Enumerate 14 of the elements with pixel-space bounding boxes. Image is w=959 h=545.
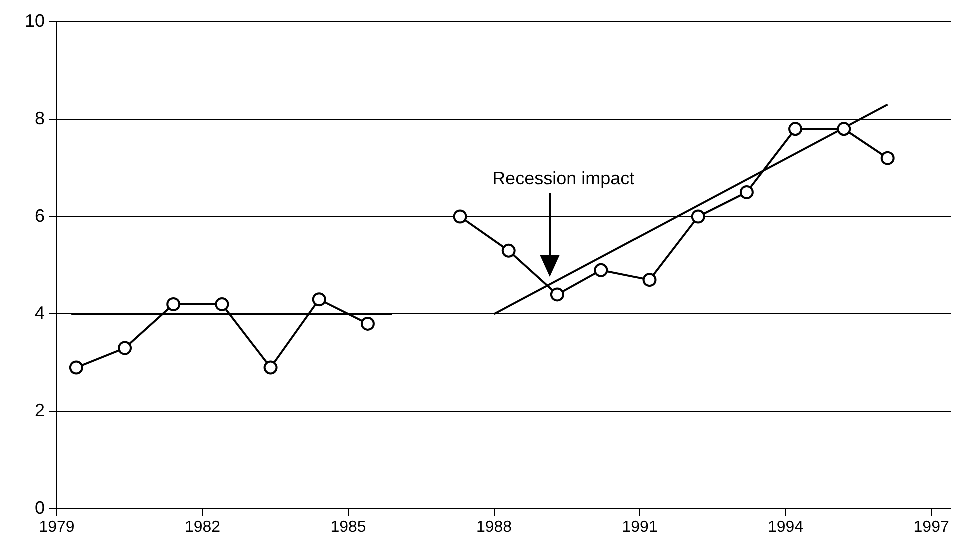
y-tick-label: 4 bbox=[34, 303, 45, 324]
x-tick-label: 1982 bbox=[184, 519, 221, 536]
y-tick-label: 10 bbox=[24, 10, 45, 31]
annotation: Recession impact bbox=[492, 168, 635, 189]
x-tick-label: 1991 bbox=[622, 519, 658, 536]
x-tick-label: 1979 bbox=[39, 519, 75, 536]
x-tick-label: 1994 bbox=[768, 519, 804, 536]
y-tick-label: 6 bbox=[34, 206, 45, 226]
y-tick-label: 0 bbox=[34, 498, 45, 518]
x-tick-label: 1988 bbox=[476, 519, 512, 536]
y-tick-label: 2 bbox=[34, 400, 45, 421]
x-tick-label: 1997 bbox=[914, 519, 950, 536]
y-tick-label: 8 bbox=[34, 108, 45, 128]
x-tick-label: 1985 bbox=[330, 519, 366, 536]
